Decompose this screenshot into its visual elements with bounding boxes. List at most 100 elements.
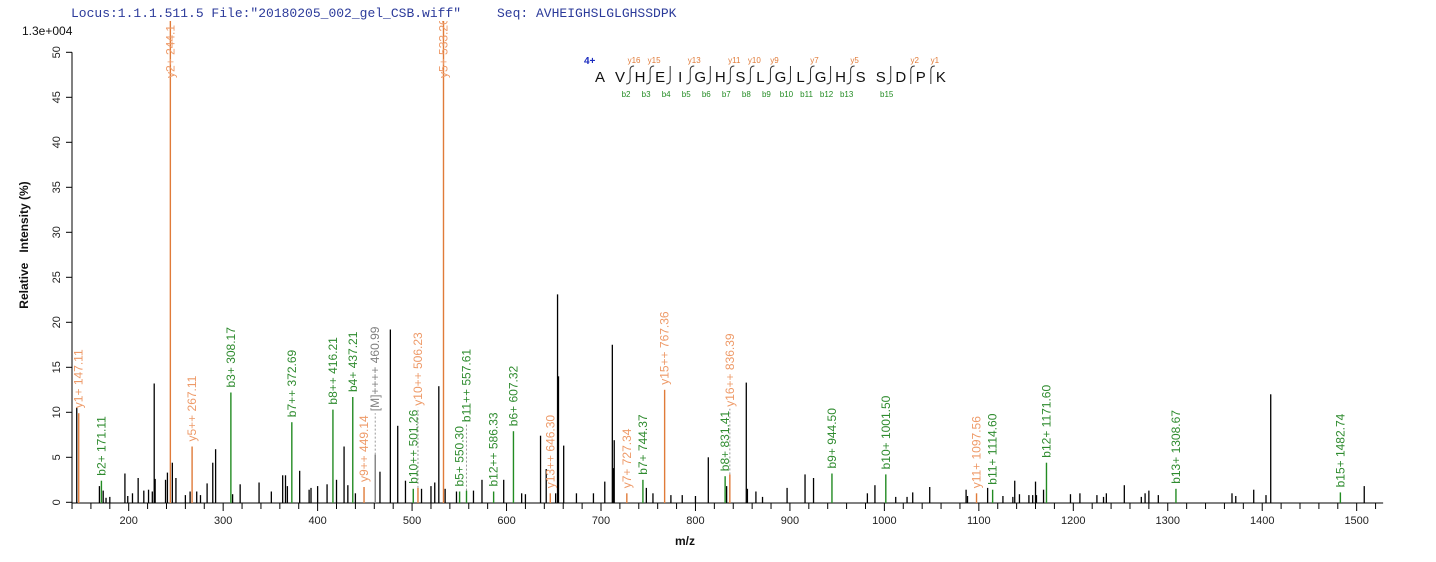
y-ion-marker: y9 (770, 56, 779, 65)
cleavage-bracket (886, 66, 892, 85)
cleavage-bracket (646, 65, 655, 85)
x-tick-label: 300 (214, 515, 232, 527)
residue-letter: G (815, 69, 827, 86)
residue-letter: G (775, 69, 787, 86)
x-tick-label: 900 (781, 515, 799, 527)
x-tick-label: 1200 (1061, 515, 1085, 527)
x-tick-label: 1400 (1250, 515, 1274, 527)
peak-annotation-label: b15+ 1482.74 (1333, 413, 1347, 487)
residue-letter: P (916, 69, 926, 86)
y-axis-title: Relative Intensity (%) (17, 181, 31, 308)
residue-letter: S (876, 69, 886, 86)
x-tick-label: 600 (497, 515, 515, 527)
y-ion-marker: y15 (648, 56, 661, 65)
x-tick-label: 1500 (1344, 515, 1368, 527)
residue-letter: S (735, 69, 745, 86)
x-tick-label: 1300 (1156, 515, 1180, 527)
b-ion-marker: b8 (742, 90, 751, 99)
y-ion-marker: y7 (810, 56, 819, 65)
peak-annotation-label: y16++ 836.39 (723, 333, 737, 407)
b-ion-marker: b6 (702, 90, 711, 99)
y-ion-marker: y16 (628, 56, 641, 65)
y-ion-marker: y13 (688, 56, 701, 65)
cleavage-bracket (706, 66, 711, 85)
b-ion-marker: b9 (762, 90, 771, 99)
peak-annotation-label: b10++ 501.26 (406, 409, 420, 483)
x-tick-label: 1100 (967, 515, 991, 527)
b-ion-marker: b5 (682, 90, 691, 99)
peak-annotation-label: b12++ 586.33 (487, 412, 501, 486)
y-tick-label: 35 (51, 181, 63, 193)
x-tick-label: 700 (592, 515, 610, 527)
cleavage-bracket (726, 65, 735, 85)
b-ion-marker: b4 (662, 90, 671, 99)
cleavage-bracket (826, 66, 832, 85)
locus-file-header: Locus:1.1.1.511.5 File:"20180205_002_gel… (71, 6, 462, 21)
residue-letter: E (655, 69, 665, 86)
b-ion-marker: b7 (722, 90, 731, 99)
peak-annotation-label: b6+ 607.32 (506, 365, 520, 426)
peak-annotation-label: [M]++++ 460.99 (368, 326, 382, 411)
peak-annotation-label: y9++ 449.14 (357, 415, 371, 482)
residue-letter: L (756, 69, 764, 86)
cleavage-bracket (930, 65, 935, 84)
intensity-scale-label: 1.3e+004 (22, 24, 73, 38)
y-ion-marker: y11 (728, 56, 741, 65)
peak-annotation-label: b8++ 416.21 (326, 337, 340, 405)
cleavage-bracket (846, 65, 855, 85)
y-tick-label: 0 (51, 499, 63, 505)
peak-annotation-label: b11++ 557.61 (459, 349, 473, 423)
x-tick-label: 500 (403, 515, 421, 527)
y-tick-label: 45 (51, 91, 63, 103)
y-ion-marker: y2 (911, 56, 920, 65)
y-tick-label: 40 (51, 136, 63, 148)
b-ion-marker: b11 (800, 90, 813, 99)
cleavage-bracket (626, 65, 635, 85)
residue-letter: I (678, 69, 682, 86)
peak-annotation-label: b3+ 308.17 (224, 327, 238, 388)
y-tick-label: 10 (51, 406, 63, 418)
peak-annotation-label: b5+ 550.30 (453, 426, 467, 487)
residue-letter: A (595, 69, 605, 86)
x-tick-label: 400 (308, 515, 326, 527)
peak-annotation-label: b8+ 831.41 (718, 410, 732, 471)
b-ion-marker: b2 (622, 90, 631, 99)
cleavage-bracket (786, 66, 791, 85)
peak-annotation-label: b13+ 1308.67 (1169, 410, 1183, 484)
residue-letter: L (796, 69, 804, 86)
peak-annotation-label: y15++ 767.36 (658, 311, 672, 385)
residue-letter: H (835, 69, 846, 86)
residue-letter: G (694, 69, 706, 86)
b-ion-marker: b15 (880, 90, 894, 99)
cleavage-bracket (746, 65, 755, 85)
y-tick-label: 20 (51, 316, 63, 328)
b-ion-marker: b3 (642, 90, 651, 99)
peak-annotation-label: b7++ 372.69 (285, 349, 299, 417)
residue-letter: H (635, 69, 646, 86)
y-ion-marker: y1 (931, 56, 940, 65)
y-tick-label: 30 (51, 226, 63, 238)
peak-annotation-label: y1+ 147.11 (72, 349, 86, 408)
y-ion-marker: y10 (748, 56, 761, 65)
b-ion-marker: b10 (780, 90, 794, 99)
peak-annotation-label: b4+ 437.21 (346, 331, 360, 392)
peak-annotation-label: b2+ 171.11 (94, 416, 108, 476)
peak-annotation-label: y5++ 267.11 (185, 375, 199, 441)
x-tick-label: 200 (120, 515, 138, 527)
cleavage-bracket (806, 65, 815, 85)
b-ion-marker: b13 (840, 90, 854, 99)
charge-state-label: 4+ (584, 56, 596, 67)
y-tick-label: 25 (51, 271, 63, 283)
cleavage-bracket (910, 65, 915, 84)
peak-annotation-label: b7+ 744.37 (636, 414, 650, 475)
cleavage-bracket (686, 65, 695, 85)
peak-annotation-label: y13++ 646.30 (543, 415, 557, 489)
residue-letter: S (856, 69, 866, 86)
residue-letter: K (936, 69, 946, 86)
cleavage-bracket (666, 66, 671, 85)
peak-annotation-label: y2+ 244.1 (163, 25, 177, 78)
y-ion-marker: y5 (850, 56, 859, 65)
residue-letter: D (895, 69, 906, 86)
residue-letter: V (615, 69, 625, 86)
